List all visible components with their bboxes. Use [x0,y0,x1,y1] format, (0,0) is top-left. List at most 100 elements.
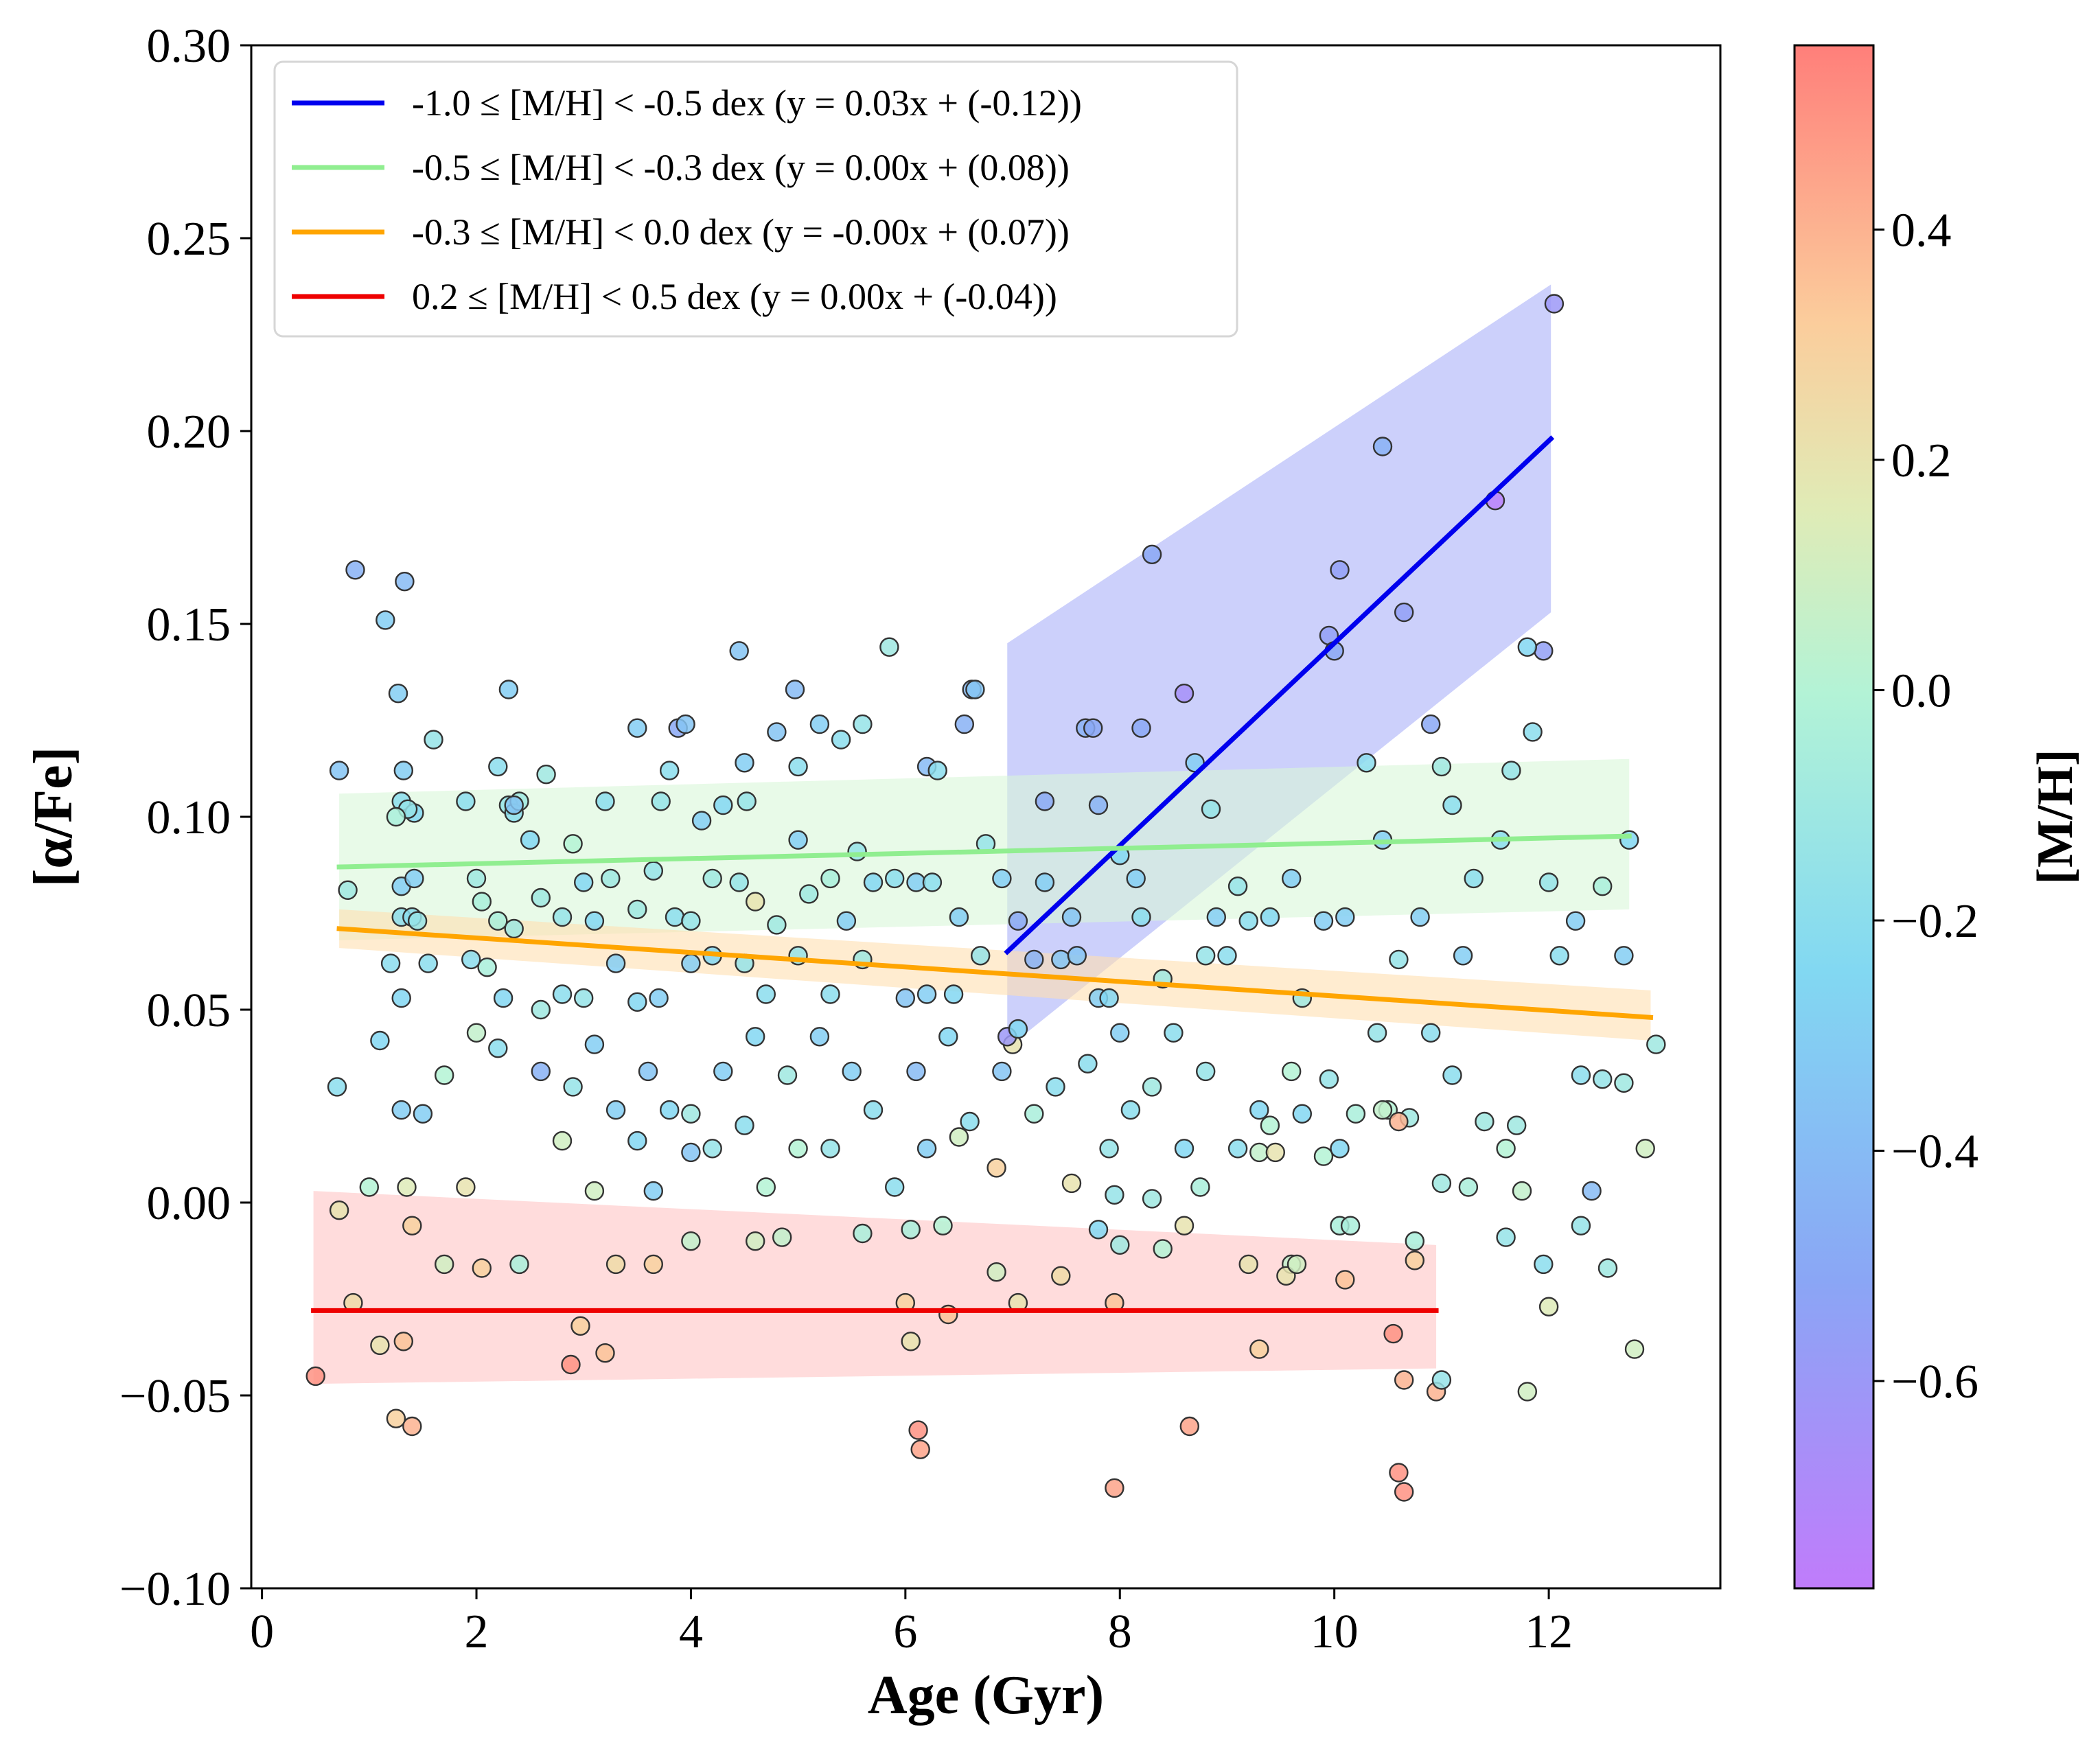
data-point [1405,1231,1425,1251]
data-point [1067,946,1087,966]
data-point [1164,1023,1184,1043]
data-point [729,872,749,892]
data-point [916,1139,937,1159]
data-point [863,1100,884,1120]
data-point [1372,1100,1393,1120]
data-point [681,911,701,931]
data-point [1394,1482,1414,1502]
data-point [879,637,899,657]
data-point [1517,1382,1538,1402]
data-point [466,868,487,889]
data-point [691,811,712,831]
data-point [1383,1323,1403,1344]
colorbar-ticks: 0.4 0.2 0.0 −0.2 −0.4 −0.6 [1873,204,1978,1408]
colorbar [1793,44,1875,1590]
data-point [1431,756,1452,777]
data-point [393,761,413,780]
data-point [965,680,985,699]
data-point [370,1335,390,1356]
data-point [504,795,524,815]
data-point [799,884,819,904]
data-point [681,1142,701,1163]
data-point [735,1115,754,1135]
data-point [949,907,969,927]
data-point [767,915,787,935]
data-point [563,1077,583,1097]
x-tick-label: 12 [1525,1605,1573,1658]
data-point [1078,1054,1098,1074]
data-point [1394,1370,1414,1390]
data-point [713,1061,733,1082]
data-point [424,730,443,750]
data-point [435,1254,454,1275]
data-point [702,868,722,889]
data-point [1534,1254,1554,1275]
data-point [745,892,765,912]
y-tick-label: 0.10 [147,791,231,844]
data-point [1367,1023,1387,1043]
data-point [456,1177,476,1197]
colorbar-label: [M/H] [2027,749,2084,884]
colorbar-tick-label: −0.4 [1891,1126,1978,1179]
data-point [643,861,663,881]
data-point [1523,722,1543,742]
y-tick-label: 0.30 [147,20,231,73]
data-point [1571,1216,1591,1236]
data-point [404,868,424,889]
data-point [681,953,701,973]
data-point [1501,761,1521,780]
data-point [329,1200,349,1220]
data-point [1249,1100,1269,1120]
data-point [1592,1069,1613,1089]
data-point [563,834,583,854]
data-point [376,610,395,630]
data-point [1099,1139,1119,1159]
data-point [1544,294,1565,314]
data-point [327,1077,347,1097]
data-point [785,680,805,699]
data-point [1405,1251,1425,1271]
data-point [1565,911,1586,931]
data-point [531,999,551,1020]
y-tick-label: 0.20 [147,406,231,459]
data-point [676,714,695,734]
data-point [1330,1139,1350,1159]
data-point [1142,544,1162,564]
data-point [1357,753,1376,773]
data-point [493,988,514,1008]
data-point [1227,1139,1248,1159]
data-point [584,1181,605,1201]
data-point [1174,684,1195,704]
data-point [584,911,605,931]
fit-line-2 [336,833,1632,870]
data-point [901,1332,921,1352]
data-point [1538,872,1559,892]
data-point [745,1027,765,1047]
data-point [1008,1019,1028,1039]
data-point [756,984,776,1004]
data-point [906,872,926,892]
data-point [1153,1239,1173,1259]
data-point [933,1216,953,1236]
data-point [605,953,626,973]
data-point [488,756,508,777]
data-point [345,560,365,580]
colorbar-tick-label: 0.0 [1891,664,1952,717]
data-point [456,791,476,811]
data-point [1646,1034,1666,1054]
colorbar-tick-label: 0.2 [1891,434,1952,487]
colorbar-tick-label: 0.4 [1891,204,1952,257]
data-point [643,1181,663,1201]
data-point [1319,1069,1339,1089]
data-point [601,868,621,889]
data-point [884,868,905,889]
data-point [1008,911,1028,931]
data-point [943,984,964,1004]
data-point [1201,799,1221,820]
data-point [665,907,685,927]
fit-line-3 [336,926,1654,1020]
data-point [1281,868,1302,889]
data-point [472,892,492,912]
confidence-band-4 [313,1191,1437,1384]
data-point [927,761,947,780]
